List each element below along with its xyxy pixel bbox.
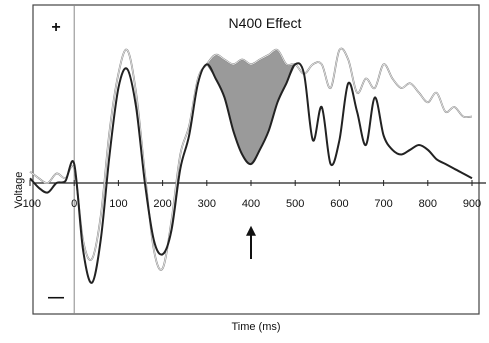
chart-title: N400 Effect bbox=[229, 15, 302, 31]
y-axis-label: Voltage bbox=[13, 172, 25, 209]
plot-frame bbox=[32, 4, 480, 315]
x-tick-label: 200 bbox=[153, 198, 171, 210]
x-tick-label: 400 bbox=[242, 198, 260, 210]
x-tick-label: 100 bbox=[109, 198, 127, 210]
x-tick-label: 900 bbox=[463, 198, 481, 210]
tick-layer: -100 0 100 200 300 400 500 600 700 800 900 bbox=[19, 180, 481, 210]
axis-layer bbox=[33, 5, 486, 314]
annotation-arrow-head bbox=[246, 225, 256, 236]
x-tick-label: 700 bbox=[374, 198, 392, 210]
x-tick-label: 600 bbox=[330, 198, 348, 210]
annot-layer bbox=[246, 225, 256, 259]
x-tick-label: -100 bbox=[19, 198, 41, 210]
x-tick-label: 300 bbox=[198, 198, 216, 210]
polarity-top-label: + bbox=[51, 19, 60, 36]
x-tick-label: 0 bbox=[71, 198, 77, 210]
line-layer bbox=[29, 47, 473, 284]
polarity-bottom-label: — bbox=[48, 289, 64, 306]
x-tick-label: 800 bbox=[419, 198, 437, 210]
series-line-1 bbox=[29, 62, 473, 284]
x-tick-label: 500 bbox=[286, 198, 304, 210]
x-axis-label: Time (ms) bbox=[231, 321, 280, 333]
series-line-0-inner bbox=[29, 48, 473, 271]
